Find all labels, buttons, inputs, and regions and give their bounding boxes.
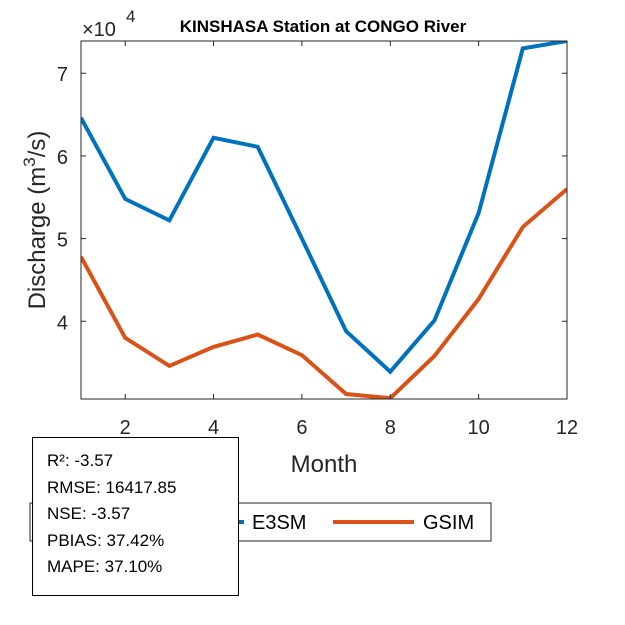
stat-pbias: PBIAS: 37.42% — [47, 530, 165, 550]
x-axis-label: Month — [291, 451, 358, 478]
y-axis: 4 5 6 7 — [57, 64, 567, 334]
stat-rmse: RMSE: 16417.85 — [47, 477, 177, 497]
stat-nse: NSE: -3.57 — [47, 504, 131, 523]
stat-mape: MAPE: 37.10% — [47, 557, 163, 576]
y-tick-label: 4 — [57, 312, 68, 334]
stat-r2: R²: -3.57 — [47, 451, 114, 470]
legend-label-e3sm: E3SM — [252, 512, 306, 534]
legend-label-gsim: GSIM — [423, 512, 474, 534]
y-exponent-label: ×10 4 — [82, 7, 135, 41]
x-tick-label: 4 — [208, 417, 219, 439]
y-exponent-power: 4 — [126, 7, 135, 26]
series-line-e3sm — [81, 41, 567, 375]
x-tick-label: 12 — [556, 417, 578, 439]
y-tick-label: 5 — [57, 230, 68, 252]
plot-area — [80, 40, 568, 400]
y-tick-label: 7 — [57, 64, 68, 86]
y-axis-label: Discharge (m3/s) — [20, 131, 51, 310]
axes-box — [80, 40, 568, 400]
x-axis: 2 4 6 8 10 12 — [120, 41, 578, 439]
series-line-gsim — [81, 187, 567, 399]
y-exponent-base: ×10 — [82, 19, 116, 41]
x-tick-label: 6 — [296, 417, 307, 439]
x-tick-label: 2 — [120, 417, 131, 439]
chart-title: KINSHASA Station at CONGO River — [180, 17, 467, 36]
x-tick-label: 10 — [468, 417, 490, 439]
x-tick-label: 8 — [385, 417, 396, 439]
stats-box: R²: -3.57 RMSE: 16417.85 NSE: -3.57 PBIA… — [32, 437, 239, 596]
y-tick-label: 6 — [57, 147, 68, 169]
